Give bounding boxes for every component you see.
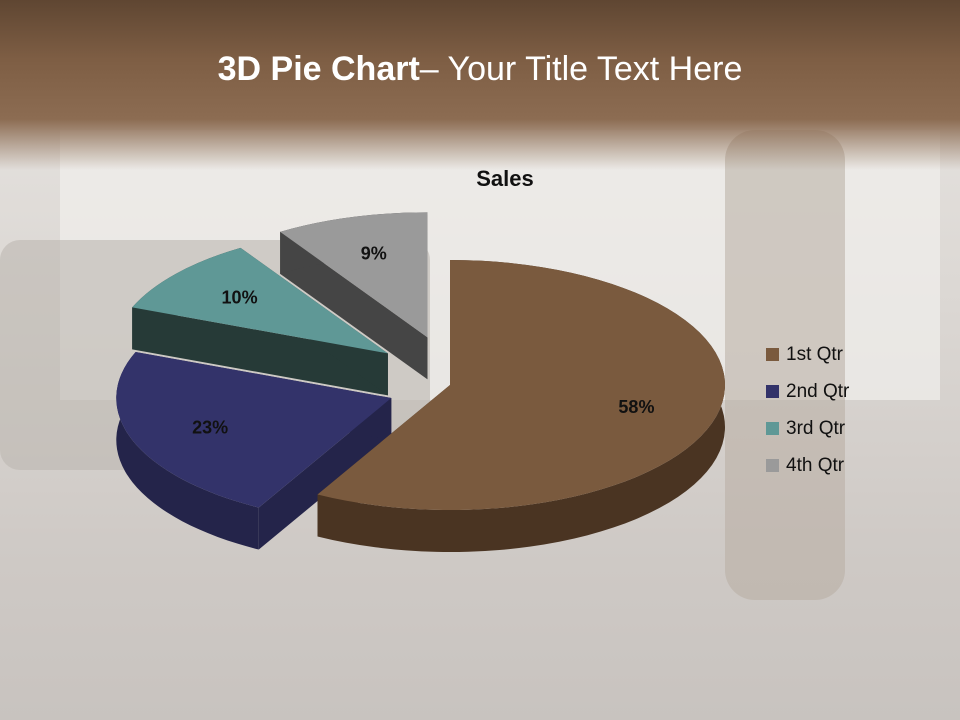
background-person [725,130,845,600]
slice-3-wall-start [132,307,388,396]
legend-item: 1st Qtr [766,336,849,373]
data-label-3: 10% [222,288,258,308]
legend-label: 1st Qtr [786,343,844,365]
legend-swatch [766,422,779,435]
legend: 1st Qtr 2nd Qtr 3rd Qtr 4th Qtr [766,336,849,484]
legend-label: 3rd Qtr [786,417,846,439]
slice-4-top [280,212,428,338]
slice-3-top [132,247,388,354]
legend-label: 2nd Qtr [786,380,850,402]
legend-label: 4th Qtr [786,454,845,476]
slice-1-outer-wall [317,260,725,552]
slice-2-top [116,351,392,508]
data-label-1: 58% [618,397,654,417]
slice-1-top [317,260,725,510]
slice-4-wall-start [280,231,428,380]
chart-title: Sales [476,166,534,191]
title-bold: 3D Pie Chart [217,50,420,88]
slide-header [0,0,960,170]
data-label-4: 9% [361,243,387,263]
slide-title: 3D Pie Chart– Your Title Text Here [0,50,960,89]
title-rest: – Your Title Text Here [419,50,743,88]
legend-swatch [766,385,779,398]
data-label-2: 23% [192,418,228,438]
legend-item: 3rd Qtr [766,410,849,447]
slice-2-wall-start [258,398,392,550]
legend-swatch [766,348,779,361]
legend-item: 4th Qtr [766,447,849,484]
legend-swatch [766,459,779,472]
legend-item: 2nd Qtr [766,373,849,410]
slice-2-outer-wall [116,351,259,550]
